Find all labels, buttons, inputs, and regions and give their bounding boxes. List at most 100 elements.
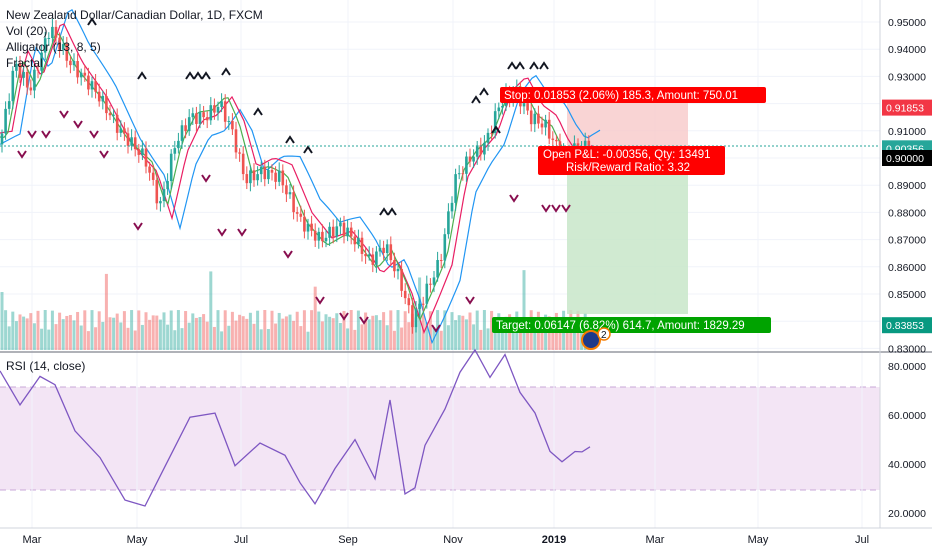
indicator-fractal[interactable]: Fractal <box>6 56 43 70</box>
fractal-down-icon <box>201 174 211 183</box>
volume-bar <box>486 328 490 350</box>
candle-body <box>51 26 54 38</box>
volume-bar <box>176 310 180 350</box>
candle-body <box>371 254 375 265</box>
candle-body <box>555 139 558 142</box>
volume-bar <box>86 331 90 350</box>
indicator-vol[interactable]: Vol (20) <box>6 24 47 38</box>
candle-body <box>76 61 79 78</box>
candle-body <box>223 101 227 122</box>
event-flag-icon[interactable] <box>581 330 601 350</box>
price-badge <box>882 150 932 166</box>
fractal-down-icon <box>133 222 143 231</box>
time-tick-label: 2019 <box>542 534 566 546</box>
volume-bar <box>252 323 256 350</box>
price-tick-label: 0.95000 <box>888 17 926 29</box>
candle-body <box>216 106 220 113</box>
volume-bar <box>461 315 465 350</box>
price-axis[interactable]: 0.950000.940000.930000.920000.910000.900… <box>888 17 926 355</box>
volume-bar <box>76 311 80 350</box>
rsi-title[interactable]: RSI (14, close) <box>6 359 85 373</box>
candle-body <box>295 212 299 214</box>
rsi-axis[interactable]: 80.0000 60.0000 40.0000 20.0000 <box>888 361 926 520</box>
candle-body <box>25 71 29 88</box>
volume-bar <box>313 286 317 350</box>
candle-body <box>227 120 231 122</box>
time-axis[interactable]: Mar May Jul Sep Nov 2019 Mar May Jul <box>23 534 870 546</box>
fractal-up-icon <box>221 67 231 76</box>
candle-body <box>144 148 148 167</box>
candle-body <box>90 81 94 90</box>
candle-body <box>443 234 447 261</box>
volume-bar <box>533 326 537 350</box>
target-label: Target: 0.06147 (6.82%) 614.7, Amount: 1… <box>496 320 745 332</box>
candle-body <box>317 231 321 241</box>
fractal-down-icon <box>59 110 69 119</box>
candle-body <box>306 223 310 232</box>
alligator-lips <box>0 31 601 321</box>
open-pl-box[interactable] <box>538 146 725 175</box>
volume-bar <box>407 322 411 350</box>
candle-body <box>418 303 421 309</box>
volume-bar <box>209 271 213 350</box>
candle-body <box>4 108 7 134</box>
price-tick-label: 0.94000 <box>888 44 926 56</box>
volume-bar <box>256 310 260 350</box>
time-tick-label: Sep <box>338 534 358 546</box>
indicator-alligator[interactable]: Alligator (13, 8, 5) <box>6 40 101 54</box>
candle-body <box>299 213 303 217</box>
volume-bar <box>454 320 458 350</box>
volume-bar <box>299 326 303 350</box>
time-tick-label: Mar <box>23 534 42 546</box>
volume-bar <box>126 327 130 350</box>
candle-body <box>328 226 331 238</box>
candle-body <box>141 148 144 155</box>
stop-label-box[interactable] <box>500 87 766 103</box>
time-tick-label: Mar <box>646 534 665 546</box>
volume-bar <box>169 310 173 350</box>
volume-bar <box>547 316 551 350</box>
price-badge-label: 0.91853 <box>886 103 924 115</box>
volume-bar <box>349 310 353 350</box>
target-label-box[interactable] <box>492 317 771 333</box>
fractal-up-icon <box>379 207 389 216</box>
volume-bar <box>328 316 332 350</box>
alligator-teeth <box>0 23 601 335</box>
candle-body <box>281 170 285 186</box>
candle-body <box>7 101 11 109</box>
volume-bar <box>248 312 252 350</box>
candle-body <box>342 222 346 237</box>
candle-body <box>457 173 461 175</box>
volume-bar <box>565 329 569 350</box>
event-count-badge[interactable] <box>597 327 611 341</box>
reward-zone[interactable] <box>567 148 688 314</box>
fractal-down-icon <box>431 324 441 333</box>
candle-body <box>436 260 439 278</box>
candle-body <box>490 132 493 134</box>
volume-bar <box>112 317 116 350</box>
fractal-up-icon <box>193 71 203 80</box>
candle-body <box>220 101 223 107</box>
candle-body <box>267 169 270 180</box>
volume-bar <box>194 317 198 350</box>
candle-body <box>493 111 497 134</box>
candle-body <box>321 231 324 242</box>
volume-bar <box>227 325 231 350</box>
candle-body <box>126 133 130 146</box>
candle-body <box>544 119 547 128</box>
candle-body <box>191 113 195 118</box>
candle-body <box>209 105 213 121</box>
candle-body <box>349 227 353 237</box>
volume-bar <box>72 320 76 350</box>
candle-body <box>241 153 245 175</box>
fractal-up-icon <box>87 17 97 26</box>
volume-bar <box>11 311 15 350</box>
event-count: 2 <box>601 330 607 341</box>
candle-body <box>468 156 472 162</box>
volume-bar <box>58 312 62 350</box>
alligator-lines <box>0 8 601 345</box>
candle-body <box>414 308 418 328</box>
volume-bar <box>162 312 166 350</box>
symbol-title[interactable]: New Zealand Dollar/Canadian Dollar, 1D, … <box>6 8 263 22</box>
